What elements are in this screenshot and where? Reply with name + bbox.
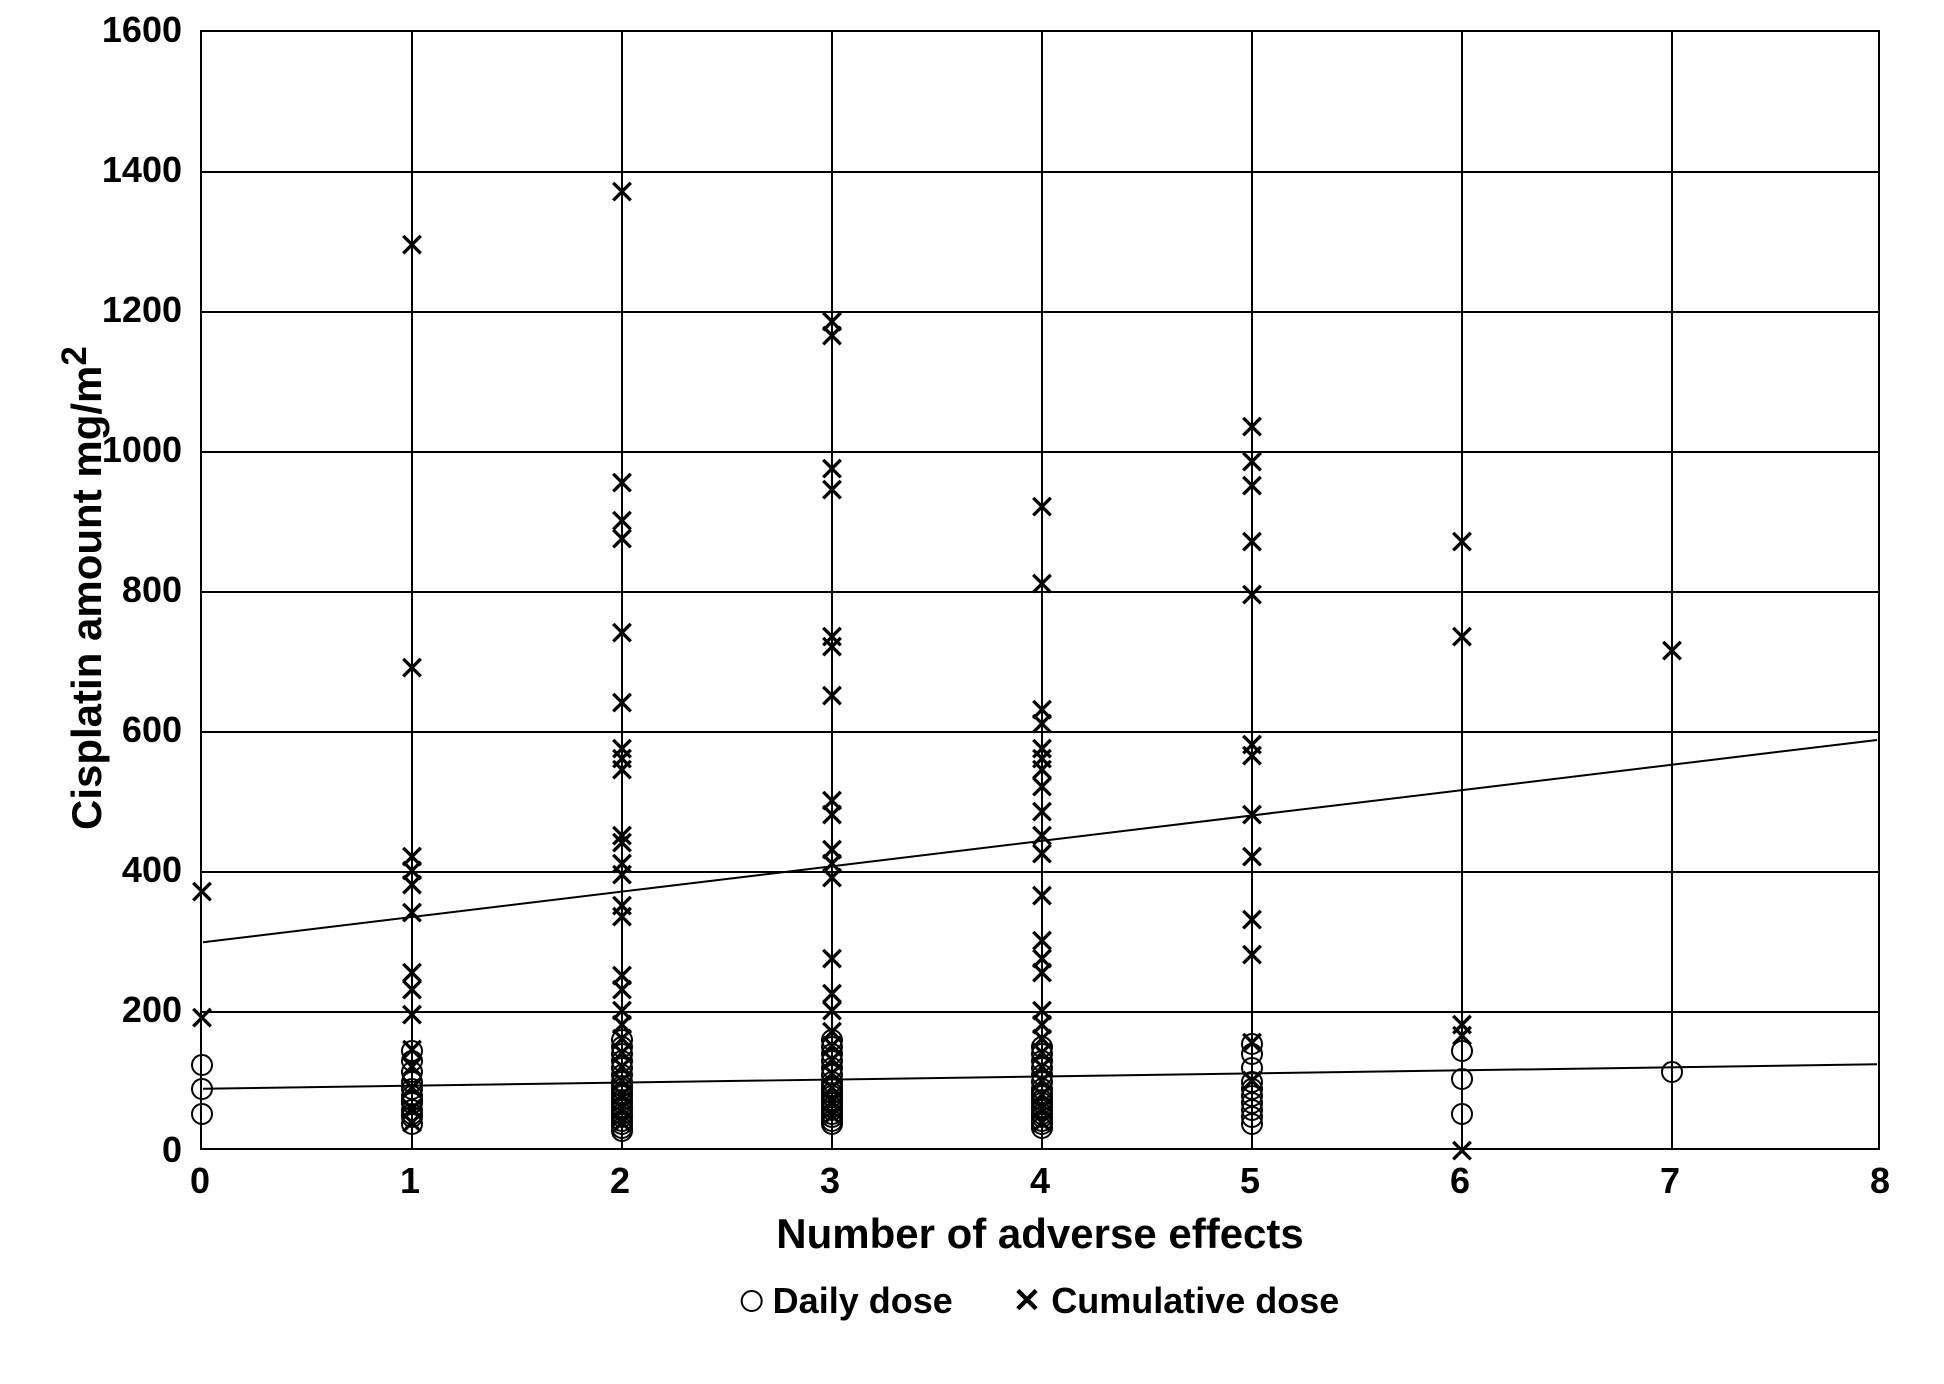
- cumulative-dose-point: ✕: [608, 687, 637, 721]
- daily-dose-point: [1451, 1068, 1473, 1090]
- y-tick-label: 800: [122, 569, 182, 611]
- x-tick-label: 4: [1030, 1160, 1050, 1202]
- cumulative-dose-point: ✕: [1238, 841, 1267, 875]
- daily-dose-point: [191, 1078, 213, 1100]
- y-tick-label: 400: [122, 849, 182, 891]
- gridline-vertical: [1461, 32, 1463, 1148]
- cumulative-dose-point: ✕: [1238, 1027, 1267, 1061]
- cumulative-dose-point: ✕: [1238, 799, 1267, 833]
- cumulative-dose-point: ✕: [818, 306, 847, 340]
- cumulative-dose-point: ✕: [398, 1034, 427, 1068]
- cross-marker-icon: ✕: [1013, 1281, 1042, 1321]
- cumulative-dose-point: ✕: [818, 453, 847, 487]
- cumulative-dose-point: ✕: [1238, 904, 1267, 938]
- y-tick-label: 1400: [102, 149, 182, 191]
- chart-legend: Daily dose ✕Cumulative dose: [741, 1280, 1340, 1322]
- y-tick-label: 600: [122, 709, 182, 751]
- cumulative-dose-point: ✕: [188, 876, 217, 910]
- cumulative-dose-point: ✕: [398, 841, 427, 875]
- gridline-horizontal: [202, 311, 1878, 313]
- x-axis-title: Number of adverse effects: [776, 1210, 1304, 1258]
- y-tick-label: 0: [162, 1129, 182, 1171]
- cumulative-dose-point: ✕: [1238, 579, 1267, 613]
- cumulative-dose-point: ✕: [1028, 995, 1057, 1029]
- cumulative-dose-point: ✕: [1028, 694, 1057, 728]
- cumulative-dose-point: ✕: [398, 652, 427, 686]
- cumulative-dose-point: ✕: [818, 621, 847, 655]
- cumulative-dose-point: ✕: [1238, 939, 1267, 973]
- x-tick-label: 5: [1240, 1160, 1260, 1202]
- cumulative-dose-point: ✕: [1238, 1065, 1267, 1099]
- cumulative-dose-point: ✕: [818, 834, 847, 868]
- x-tick-label: 6: [1450, 1160, 1470, 1202]
- cumulative-dose-point: ✕: [1028, 925, 1057, 959]
- cumulative-dose-point: ✕: [608, 733, 637, 767]
- x-tick-label: 1: [400, 1160, 420, 1202]
- cumulative-dose-point: ✕: [398, 957, 427, 991]
- cumulative-dose-point: ✕: [608, 960, 637, 994]
- cumulative-dose-point: ✕: [1238, 526, 1267, 560]
- y-tick-label: 200: [122, 989, 182, 1031]
- cumulative-dose-point: ✕: [1448, 621, 1477, 655]
- cumulative-dose-point: ✕: [1028, 568, 1057, 602]
- cumulative-dose-point: ✕: [1448, 1009, 1477, 1043]
- daily-dose-point: [1661, 1061, 1683, 1083]
- gridline-horizontal: [202, 171, 1878, 173]
- cumulative-dose-point: ✕: [818, 785, 847, 819]
- y-tick-label: 1200: [102, 289, 182, 331]
- cumulative-dose-point: ✕: [1238, 729, 1267, 763]
- cumulative-dose-point: ✕: [1448, 526, 1477, 560]
- daily-dose-point: [191, 1103, 213, 1125]
- plot-area: ✕✕✕✕✕✕✕✕✕✕✕✕✕✕✕✕✕✕✕✕✕✕✕✕✕✕✕✕✕✕✕✕✕✕✕✕✕✕✕✕…: [200, 30, 1880, 1150]
- x-tick-label: 0: [190, 1160, 210, 1202]
- cumulative-dose-point: ✕: [818, 978, 847, 1012]
- cumulative-dose-point: ✕: [608, 176, 637, 210]
- cumulative-dose-point: ✕: [1658, 635, 1687, 669]
- circle-marker-icon: [741, 1290, 763, 1312]
- y-tick-label: 1600: [102, 9, 182, 51]
- x-tick-label: 2: [610, 1160, 630, 1202]
- cumulative-dose-point: ✕: [818, 680, 847, 714]
- legend-label: Daily dose: [773, 1280, 953, 1322]
- legend-item-daily: Daily dose: [741, 1280, 953, 1322]
- cumulative-dose-point: ✕: [608, 617, 637, 651]
- gridline-horizontal: [202, 451, 1878, 453]
- daily-dose-point: [1451, 1103, 1473, 1125]
- cumulative-dose-point: ✕: [608, 505, 637, 539]
- cumulative-dose-point: ✕: [398, 229, 427, 263]
- cumulative-dose-point: ✕: [1028, 880, 1057, 914]
- cumulative-dose-point: ✕: [1238, 411, 1267, 445]
- cumulative-dose-point: ✕: [1028, 491, 1057, 525]
- cumulative-dose-point: ✕: [608, 820, 637, 854]
- gridline-vertical: [1671, 32, 1673, 1148]
- cumulative-dose-point: ✕: [818, 943, 847, 977]
- legend-item-cumulative: ✕Cumulative dose: [1013, 1280, 1340, 1322]
- cumulative-dose-point: ✕: [608, 890, 637, 924]
- y-axis-title: Cisplatin amount mg/m2: [55, 346, 111, 830]
- scatter-chart: ✕✕✕✕✕✕✕✕✕✕✕✕✕✕✕✕✕✕✕✕✕✕✕✕✕✕✕✕✕✕✕✕✕✕✕✕✕✕✕✕…: [0, 0, 1944, 1384]
- cumulative-dose-point: ✕: [1238, 446, 1267, 480]
- daily-dose-point: [191, 1054, 213, 1076]
- y-tick-label: 1000: [102, 429, 182, 471]
- cumulative-dose-point: ✕: [188, 1002, 217, 1036]
- x-tick-label: 8: [1870, 1160, 1890, 1202]
- x-tick-label: 7: [1660, 1160, 1680, 1202]
- x-tick-label: 3: [820, 1160, 840, 1202]
- cumulative-dose-point: ✕: [608, 467, 637, 501]
- legend-label: Cumulative dose: [1051, 1280, 1339, 1322]
